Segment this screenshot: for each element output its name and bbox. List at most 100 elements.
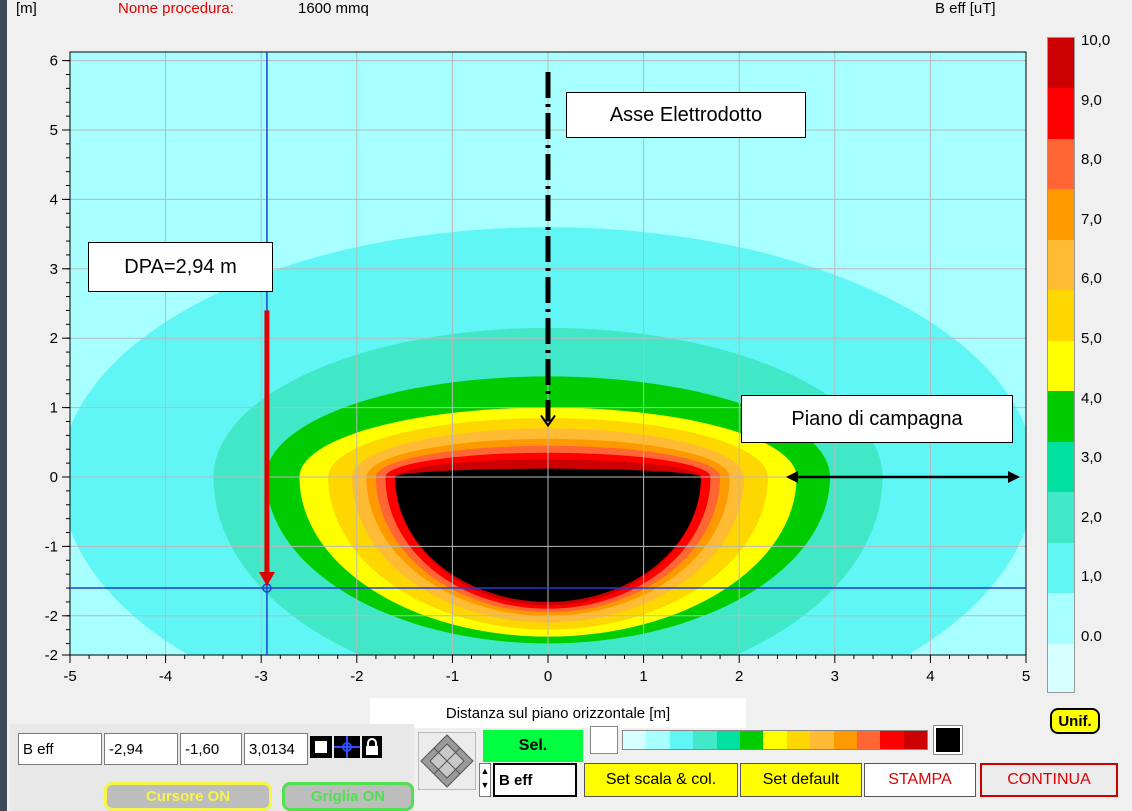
select-label-text: Sel. — [518, 737, 548, 754]
y-tick-label: -1 — [45, 538, 58, 555]
x-tick-label: -3 — [255, 668, 268, 685]
y-tick-label: 5 — [50, 122, 58, 139]
colorbar-segment — [1048, 38, 1074, 90]
print-button[interactable]: STAMPA — [864, 763, 976, 797]
x-tick-label: 3 — [831, 668, 839, 685]
palette-swatch[interactable] — [810, 731, 834, 749]
colorbar-segment — [1048, 542, 1074, 595]
y-readout-text: -1,60 — [185, 740, 220, 758]
plot-header-bar — [7, 0, 1132, 36]
colorbar-segment — [1048, 643, 1074, 692]
y-tick-label: -2 — [45, 647, 58, 664]
colorbar-segment — [1048, 391, 1074, 443]
y-tick-label: -2 — [45, 608, 58, 625]
x-tick-label: 0 — [544, 668, 552, 685]
x-axis-title: Distanza sul piano orizzontale [m] — [370, 698, 746, 728]
procedure-label: Nome procedura: — [118, 0, 234, 17]
value-readout-text: 3,0134 — [249, 740, 295, 758]
colorbar-segment — [1048, 189, 1074, 241]
colorbar-tick-label: 0.0 — [1081, 628, 1102, 645]
quantity-readout: B eff — [18, 733, 102, 765]
x-axis-title-text: Distanza sul piano orizzontale [m] — [445, 704, 671, 722]
axis-annotation-text: Asse Elettrodotto — [609, 103, 763, 126]
colorbar-segment — [1048, 492, 1074, 544]
colorbar-tick-label: 5,0 — [1081, 330, 1102, 347]
palette-swatch[interactable] — [623, 731, 647, 749]
value-readout: 3,0134 — [244, 733, 308, 765]
select-label: Sel. — [483, 730, 583, 762]
uniform-button[interactable]: Unif. — [1050, 708, 1100, 734]
x-tick-label: 5 — [1022, 668, 1030, 685]
quantity-label: B eff [uT] — [935, 0, 996, 17]
print-label: STAMPA — [888, 771, 952, 788]
procedure-name: 1600 mmq — [298, 0, 369, 17]
x-tick-label: -1 — [446, 668, 459, 685]
continue-button[interactable]: CONTINUA — [980, 763, 1118, 797]
palette-swatch[interactable] — [786, 731, 811, 749]
y-readout: -1,60 — [180, 733, 242, 765]
colorbar-tick-label: 7,0 — [1081, 210, 1102, 228]
dpa-arrow-head — [258, 572, 275, 587]
ground-plane-arrow-right — [1008, 471, 1020, 483]
ground-annotation-box: Piano di campagna — [741, 395, 1013, 443]
pan-navigator[interactable] — [417, 731, 477, 791]
colorbar-segment — [1048, 340, 1074, 393]
grid-toggle-button[interactable]: Griglia ON — [282, 782, 414, 811]
quantity-select-text: B eff — [499, 771, 533, 789]
x-tick-label: -4 — [159, 668, 172, 685]
quantity-select[interactable]: B eff — [493, 763, 577, 797]
colorbar-segment — [1048, 593, 1074, 645]
x-readout-text: -2,94 — [109, 740, 144, 758]
set-scale-button[interactable]: Set scala & col. — [584, 763, 738, 797]
colorbar-tick-label: 1,0 — [1081, 568, 1102, 586]
palette-swatch[interactable] — [833, 731, 857, 749]
dpa-annotation-text: DPA=2,94 m — [124, 255, 237, 278]
palette-swatch[interactable] — [763, 731, 787, 749]
colorbar-tick-label: 6,0 — [1081, 270, 1102, 288]
axis-annotation-box: Asse Elettrodotto — [566, 92, 806, 138]
palette-swatch[interactable] — [880, 731, 904, 749]
conductor-axis-arrowhead — [540, 414, 556, 428]
window-edge — [0, 0, 7, 811]
y-tick-label: 6 — [50, 53, 58, 70]
palette-swatch[interactable] — [646, 731, 670, 749]
palette-swatch[interactable] — [856, 731, 881, 749]
palette-swatch[interactable] — [693, 731, 717, 749]
y-tick-label: 0 — [50, 469, 58, 486]
x-tick-label: 2 — [735, 668, 743, 685]
crosshair-icon[interactable] — [334, 736, 360, 758]
color-palette-strip[interactable] — [622, 730, 928, 750]
grid-toggle-label: Griglia ON — [310, 788, 386, 805]
y-unit-label: [m] — [16, 0, 37, 17]
uniform-label: Unif. — [1058, 712, 1092, 730]
colorbar-segment — [1048, 441, 1074, 494]
x-tick-label: -5 — [63, 668, 76, 685]
scale-slider-handle[interactable] — [590, 726, 618, 754]
palette-swatch[interactable] — [739, 731, 764, 749]
continue-label: CONTINUA — [1007, 771, 1091, 788]
x-tick-label: -2 — [350, 668, 363, 685]
colorbar — [1047, 37, 1075, 693]
palette-swatch[interactable] — [716, 731, 740, 749]
set-default-label: Set default — [762, 771, 840, 788]
x-readout: -2,94 — [104, 733, 178, 765]
quantity-readout-text: B eff — [23, 740, 54, 758]
palette-swatch[interactable] — [903, 731, 928, 749]
ground-plane-arrow-left — [786, 471, 798, 483]
colorbar-tick-label: 3,0 — [1081, 449, 1102, 467]
cursor-toggle-button[interactable]: Cursore ON — [104, 782, 272, 811]
high-color-swatch[interactable] — [933, 725, 963, 755]
colorbar-segment — [1048, 138, 1074, 191]
dpa-annotation-box: DPA=2,94 m — [88, 242, 273, 292]
square-marker-icon[interactable] — [310, 736, 332, 758]
x-tick-label: 4 — [926, 668, 934, 685]
lock-icon[interactable] — [362, 736, 382, 758]
y-tick-label: 2 — [50, 330, 58, 347]
y-tick-label: 3 — [50, 261, 58, 278]
colorbar-tick-label: 8,0 — [1081, 151, 1102, 169]
quantity-spinner[interactable]: ▲ ▼ — [479, 763, 491, 797]
colorbar-tick-label: 10,0 — [1081, 32, 1111, 49]
set-default-button[interactable]: Set default — [740, 763, 862, 797]
palette-swatch[interactable] — [669, 731, 694, 749]
